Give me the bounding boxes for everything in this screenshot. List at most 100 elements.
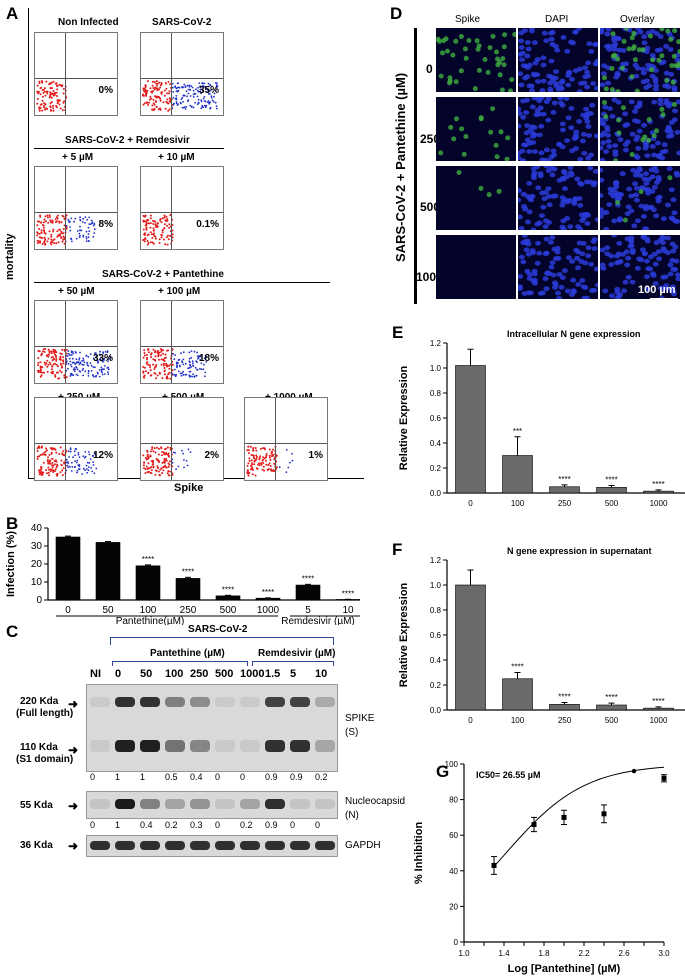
flow-dot-red xyxy=(50,356,53,359)
flow-dot-blue xyxy=(71,357,74,360)
nucleus xyxy=(559,144,566,150)
x-tick-label: 2.6 xyxy=(618,949,630,958)
flow-dot-blue xyxy=(214,101,217,104)
flow-dot-red xyxy=(164,453,167,456)
micro-scale-label: 100 µm xyxy=(638,284,676,296)
flow-dot-red xyxy=(146,455,149,458)
flow-dot-red xyxy=(49,106,52,109)
spike-signal xyxy=(668,36,674,42)
flow-dot-red xyxy=(55,355,57,357)
flow-dot-red xyxy=(265,463,268,466)
flow-dot-blue xyxy=(291,452,293,455)
y-tick-label: 10 xyxy=(31,577,43,588)
flow-dot-blue xyxy=(201,82,204,84)
flow-dot-red xyxy=(262,465,265,468)
nucleus xyxy=(634,218,641,224)
significance-label: **** xyxy=(222,585,234,594)
spike-signal xyxy=(613,158,619,161)
flow-dot-blue xyxy=(278,466,281,469)
flow-plot-7: 2% xyxy=(140,397,224,481)
flow-dot-blue xyxy=(215,86,218,89)
nucleus xyxy=(645,266,652,272)
significance-label: **** xyxy=(558,693,570,702)
flow-dot-blue xyxy=(82,367,85,370)
nucleus xyxy=(660,274,667,280)
flow-dot-blue xyxy=(187,367,189,370)
spike-signal xyxy=(609,87,615,92)
flow-dot-red xyxy=(143,349,146,352)
data-point-4 xyxy=(631,768,637,774)
flow-dot-red xyxy=(167,102,170,105)
nucleus xyxy=(569,259,576,264)
nucleus xyxy=(542,276,549,282)
flow-dot-red xyxy=(60,464,63,467)
flow-dot-red xyxy=(163,367,166,369)
nucleus xyxy=(580,132,587,137)
flow-dot-blue xyxy=(204,375,206,378)
flow-dot-red xyxy=(167,470,170,473)
flow-dot-blue xyxy=(85,354,88,357)
nucleus xyxy=(543,147,550,153)
nucleus xyxy=(549,77,556,83)
flow-dot-blue xyxy=(190,366,193,368)
nucleus xyxy=(537,171,544,176)
spike-signal xyxy=(677,61,680,67)
flow-dot-blue xyxy=(92,464,95,466)
flow-dot-blue xyxy=(103,365,106,367)
flow-dot-red xyxy=(246,469,249,472)
flow-dot-red xyxy=(255,455,258,458)
flow-dot-blue xyxy=(71,240,73,243)
flow-dot-red xyxy=(149,353,152,356)
flow-dot-red xyxy=(49,82,52,85)
wb-lane-label: 250 xyxy=(190,668,209,680)
nucleus xyxy=(521,291,528,296)
flow-dot-red xyxy=(149,222,152,225)
flow-dot-red xyxy=(55,104,58,107)
flow-dot-blue xyxy=(177,103,179,106)
flow-dot-red xyxy=(50,101,53,104)
nucleus xyxy=(611,218,618,224)
flow-dot-red xyxy=(38,446,41,449)
significance-label: **** xyxy=(605,476,617,485)
flow-dot-red xyxy=(38,236,41,239)
nucleus xyxy=(594,85,598,91)
flow-dot-blue xyxy=(69,447,72,449)
flow-dot-red xyxy=(158,351,161,354)
flow-dot-blue xyxy=(194,366,197,369)
flow-dot-blue xyxy=(216,82,218,84)
micro-row-0: 0 xyxy=(426,62,433,76)
flow-dot-red xyxy=(258,456,261,459)
flow-dot-blue xyxy=(74,368,77,371)
flow-dot-red xyxy=(56,88,59,91)
flow-dot-red xyxy=(61,109,64,112)
spike-signal xyxy=(616,117,622,123)
nucleus xyxy=(605,28,612,32)
nucleus xyxy=(523,110,530,115)
flow-dot-red xyxy=(44,94,47,97)
nucleus xyxy=(564,138,570,143)
nucleus xyxy=(619,252,626,257)
nucleus xyxy=(586,133,593,138)
flow-dot-red xyxy=(164,94,166,97)
ic50-annotation: IC50= 26.55 µM xyxy=(476,770,540,780)
flow-dot-red xyxy=(56,463,59,466)
flow-dot-red xyxy=(163,227,166,230)
flow-dot-blue xyxy=(182,100,184,103)
flow-dot-blue xyxy=(285,449,288,451)
flow-dot-red xyxy=(54,82,57,85)
nucleus xyxy=(585,245,592,251)
flow-dot-red xyxy=(148,98,151,101)
nucleus xyxy=(518,150,522,156)
flow-dot-blue xyxy=(109,357,112,360)
flow-dot-red xyxy=(166,349,169,352)
group-remdesivir: SARS-CoV-2 + Remdesivir xyxy=(65,135,190,146)
nucleus xyxy=(674,129,680,135)
nucleus xyxy=(581,295,588,299)
flow-dot-red xyxy=(41,99,44,102)
flow-dot-red xyxy=(153,103,156,106)
nucleus xyxy=(587,166,594,171)
flow-dot-red xyxy=(52,363,55,366)
flow-dot-red xyxy=(163,216,166,219)
flow-dot-blue xyxy=(82,467,85,470)
wb-band-full xyxy=(165,697,185,707)
